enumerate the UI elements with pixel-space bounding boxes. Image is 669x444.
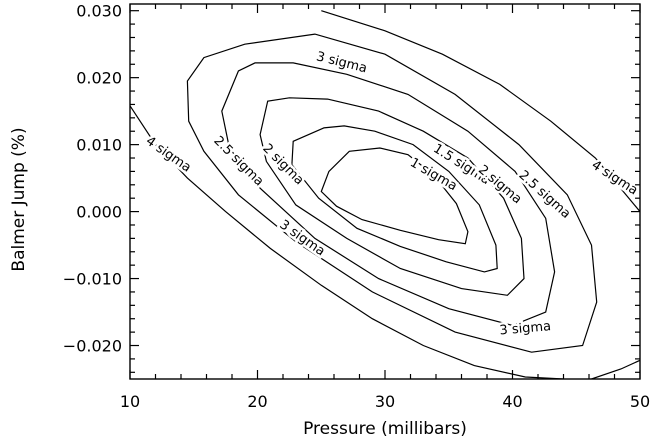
y-tick-label: 0.000 [76, 203, 122, 222]
contour-4-sigma-lower [130, 105, 564, 379]
contour-label: 3 sigma [499, 319, 552, 338]
y-tick-label: −0.020 [63, 337, 122, 356]
y-tick-label: 0.010 [76, 136, 122, 155]
contour-3-sigma [186, 33, 598, 353]
contour-label: 4 sigma [143, 134, 194, 176]
x-tick-label: 30 [375, 392, 395, 411]
axis-tick-labels: 10 20 30 40 50 −0.020 −0.010 0.000 0.010 0.020 0.0… [63, 2, 650, 411]
x-tick-label: 50 [630, 392, 650, 411]
contour-4-sigma-upper-right [321, 10, 640, 212]
y-tick-label: 0.030 [76, 2, 122, 21]
y-tick-label: 0.020 [76, 69, 122, 88]
contour-1-sigma [320, 147, 469, 245]
y-tick-label: −0.010 [63, 270, 122, 289]
x-tick-label: 10 [120, 392, 140, 411]
contour-label: 3 sigma [315, 49, 369, 76]
x-tick-label: 20 [247, 392, 267, 411]
x-tick-label: 40 [502, 392, 522, 411]
y-axis-title: Balmer Jump (%) [9, 127, 29, 271]
contour-label: 2.5 sigma [210, 133, 266, 189]
contour-1-5-sigma [291, 125, 498, 273]
contour-label: 2 sigma [259, 141, 306, 188]
contour-2-5-sigma [221, 62, 556, 327]
contour-2-sigma [259, 97, 525, 296]
contour-label: 4 sigma [589, 158, 641, 199]
axis-ticks [129, 4, 641, 379]
contour-4-sigma-lower-right [591, 359, 640, 379]
x-axis-title: Pressure (millibars) [303, 419, 467, 439]
contour-label: 3 sigma [277, 217, 328, 259]
contour-lines [130, 10, 640, 379]
